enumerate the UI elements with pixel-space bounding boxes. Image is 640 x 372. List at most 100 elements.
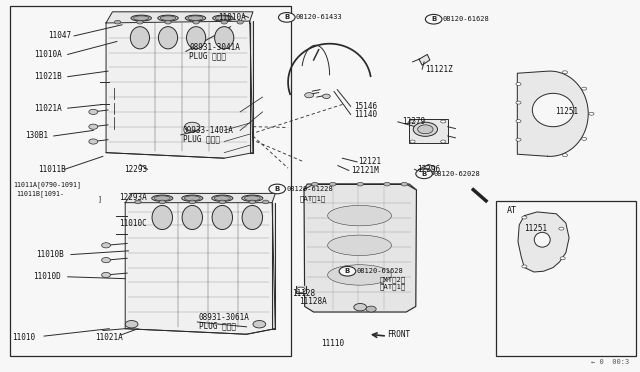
Text: 11128: 11128 <box>292 289 315 298</box>
Text: 08120-61228: 08120-61228 <box>286 186 333 192</box>
Text: AT: AT <box>507 206 517 215</box>
Text: 08120-61628: 08120-61628 <box>443 16 490 22</box>
Text: FRONT: FRONT <box>387 330 410 340</box>
Circle shape <box>516 101 521 104</box>
Text: 11010: 11010 <box>12 333 35 343</box>
Circle shape <box>102 272 111 278</box>
Circle shape <box>269 184 285 194</box>
Circle shape <box>305 93 314 98</box>
Circle shape <box>189 200 195 204</box>
Ellipse shape <box>242 195 263 201</box>
Text: 11251: 11251 <box>524 224 547 233</box>
Circle shape <box>323 94 330 99</box>
Circle shape <box>102 243 111 248</box>
Text: 11010B: 11010B <box>36 250 63 259</box>
Text: 12296: 12296 <box>417 165 440 174</box>
Ellipse shape <box>214 196 230 201</box>
Text: 12293A: 12293A <box>119 193 147 202</box>
Polygon shape <box>125 203 275 334</box>
Ellipse shape <box>154 196 170 201</box>
Text: B: B <box>345 268 350 274</box>
Text: 11121Z: 11121Z <box>426 65 453 74</box>
Bar <box>10 6 291 356</box>
Ellipse shape <box>212 205 232 230</box>
Text: 11011A[0790-1091]: 11011A[0790-1091] <box>13 181 81 187</box>
Text: 11251: 11251 <box>555 108 578 116</box>
Circle shape <box>115 20 121 24</box>
Ellipse shape <box>182 205 202 230</box>
Text: 08931-3061A: 08931-3061A <box>198 313 250 322</box>
Ellipse shape <box>534 232 550 247</box>
Ellipse shape <box>131 15 152 21</box>
Circle shape <box>159 200 166 204</box>
Circle shape <box>516 83 521 86</box>
Text: 11021B: 11021B <box>35 72 62 81</box>
Text: ← 0  00:3: ← 0 00:3 <box>591 359 630 365</box>
Circle shape <box>384 182 390 186</box>
Text: 00933-1401A: 00933-1401A <box>182 126 234 135</box>
Polygon shape <box>106 12 253 23</box>
Ellipse shape <box>134 16 149 20</box>
Text: PLUG プラグ: PLUG プラグ <box>182 134 220 144</box>
Polygon shape <box>296 286 306 294</box>
Circle shape <box>89 139 98 144</box>
Ellipse shape <box>212 15 233 21</box>
Text: 11010A: 11010A <box>218 13 246 22</box>
Text: 12293: 12293 <box>124 165 147 174</box>
Text: 11021A: 11021A <box>35 104 62 113</box>
Text: B: B <box>284 15 289 20</box>
Bar <box>410 119 448 143</box>
Circle shape <box>339 266 356 276</box>
Circle shape <box>516 120 521 123</box>
Circle shape <box>441 120 446 123</box>
Ellipse shape <box>328 205 392 226</box>
Text: 11010D: 11010D <box>33 272 60 281</box>
Ellipse shape <box>159 27 177 49</box>
Circle shape <box>184 122 200 131</box>
Polygon shape <box>517 71 588 156</box>
Circle shape <box>582 87 587 90</box>
Circle shape <box>137 20 143 24</box>
Circle shape <box>278 13 295 22</box>
Text: B: B <box>275 186 280 192</box>
Text: ]: ] <box>98 196 102 202</box>
Polygon shape <box>304 184 417 312</box>
Text: 11011B[1091-: 11011B[1091- <box>17 190 65 197</box>
Text: B: B <box>431 16 436 22</box>
Polygon shape <box>272 203 275 329</box>
Circle shape <box>563 154 568 157</box>
Circle shape <box>262 200 269 204</box>
Ellipse shape <box>413 122 438 137</box>
Circle shape <box>516 138 521 141</box>
Circle shape <box>249 200 255 204</box>
Text: 11011B: 11011B <box>38 165 65 174</box>
Ellipse shape <box>188 16 203 20</box>
Ellipse shape <box>422 169 431 174</box>
Ellipse shape <box>328 235 392 256</box>
Circle shape <box>522 265 527 268</box>
Circle shape <box>410 140 415 143</box>
Circle shape <box>219 200 225 204</box>
Text: 11128A: 11128A <box>300 297 327 306</box>
Text: PLUG プラグ: PLUG プラグ <box>189 51 226 60</box>
Circle shape <box>366 306 376 312</box>
Circle shape <box>165 20 172 24</box>
Ellipse shape <box>152 195 173 201</box>
Text: （AT：1）: （AT：1） <box>300 196 326 202</box>
Ellipse shape <box>131 27 150 49</box>
Text: 11140: 11140 <box>354 110 377 119</box>
Polygon shape <box>250 21 253 153</box>
Circle shape <box>221 20 227 24</box>
Polygon shape <box>518 212 569 272</box>
Circle shape <box>589 112 594 115</box>
Ellipse shape <box>161 16 175 20</box>
Circle shape <box>253 321 266 328</box>
Circle shape <box>560 257 565 260</box>
Circle shape <box>89 124 98 129</box>
Text: 08120-62028: 08120-62028 <box>433 171 480 177</box>
Circle shape <box>426 15 442 24</box>
Text: 130B1: 130B1 <box>25 131 48 141</box>
Circle shape <box>563 71 568 74</box>
Ellipse shape <box>532 93 574 127</box>
Polygon shape <box>419 164 435 178</box>
